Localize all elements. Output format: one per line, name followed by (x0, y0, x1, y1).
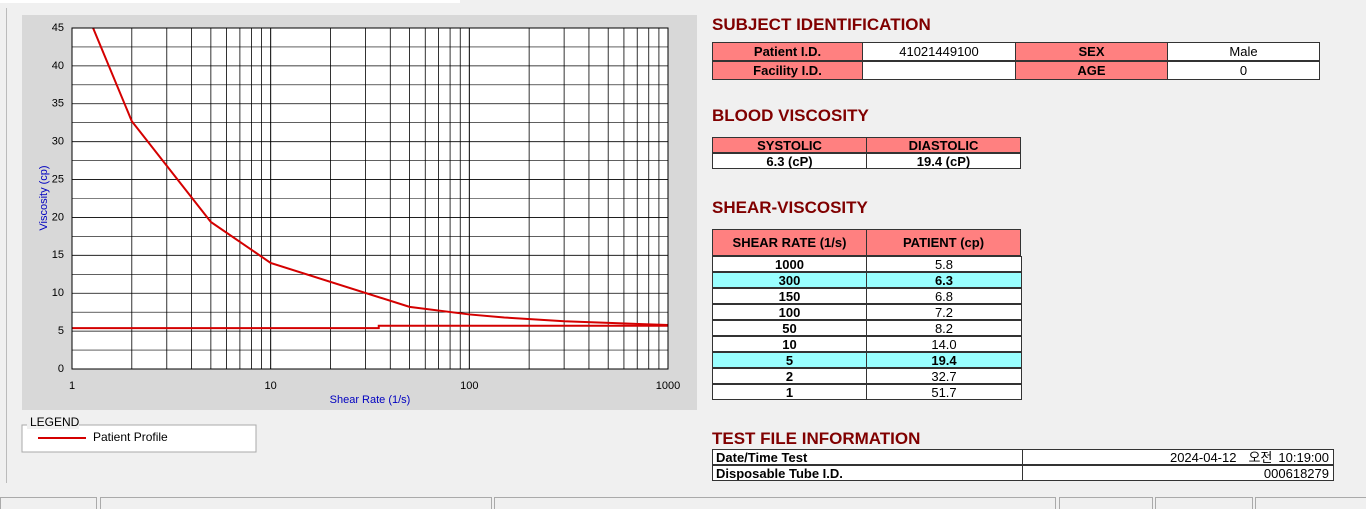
patient-cell: 19.4 (866, 352, 1022, 368)
patient-cell: 5.8 (866, 256, 1022, 272)
patient-cell: 6.8 (866, 288, 1022, 304)
data-line (92, 28, 668, 327)
rate-cell: 1000 (712, 256, 867, 272)
value-cell: Male (1167, 42, 1320, 61)
label-cell: Date/Time Test (712, 449, 1023, 465)
status-segment (1155, 497, 1253, 509)
header-cell: SYSTOLIC (712, 137, 867, 153)
section-title: BLOOD VISCOSITY (712, 106, 869, 125)
value-cell (862, 61, 1016, 80)
value-cell: 000618279 (1022, 465, 1334, 481)
patient-cell: 32.7 (866, 368, 1022, 384)
x-tick-label: 1 (69, 380, 75, 392)
panel-border (6, 8, 707, 483)
y-tick-label: 10 (52, 287, 64, 299)
header-cell: SHEAR RATE (1/s) (712, 229, 867, 256)
legend-title: LEGEND (30, 415, 80, 429)
y-tick-label: 45 (52, 22, 64, 34)
y-tick-label: 20 (52, 211, 64, 223)
status-segment (494, 497, 1056, 509)
y-tick-label: 30 (52, 136, 64, 148)
section-title: SUBJECT IDENTIFICATION (712, 15, 931, 34)
header-cell: PATIENT (cp) (866, 229, 1021, 256)
rate-cell: 300 (712, 272, 867, 288)
data-line (72, 324, 668, 330)
patient-cell: 14.0 (866, 336, 1022, 352)
y-tick-label: 0 (58, 363, 64, 375)
y-tick-label: 5 (58, 325, 64, 337)
rate-cell: 10 (712, 336, 867, 352)
rate-cell: 2 (712, 368, 867, 384)
legend-label: Patient Profile (93, 430, 168, 444)
x-tick-label: 100 (460, 380, 478, 392)
header-cell: DIASTOLIC (866, 137, 1021, 153)
status-segment (1059, 497, 1153, 509)
x-tick-label: 10 (265, 380, 277, 392)
date-part: 오전 (1248, 450, 1273, 465)
patient-cell: 8.2 (866, 320, 1022, 336)
label-cell: Patient I.D. (712, 42, 863, 61)
legend-title-bg (27, 417, 79, 429)
rate-cell: 100 (712, 304, 867, 320)
patient-cell: 6.3 (866, 272, 1022, 288)
x-axis-label: Shear Rate (1/s) (330, 394, 411, 406)
y-axis-label: Viscosity (cp) (38, 165, 50, 230)
value-cell: 6.3 (cP) (712, 153, 867, 169)
label-cell: AGE (1015, 61, 1168, 80)
label-cell: SEX (1015, 42, 1168, 61)
y-tick-label: 40 (52, 60, 64, 72)
rate-cell: 5 (712, 352, 867, 368)
status-segment (1255, 497, 1366, 509)
rate-cell: 1 (712, 384, 867, 400)
value-cell: 41021449100 (862, 42, 1016, 61)
y-tick-label: 35 (52, 98, 64, 110)
value-cell: 2024-04-12 오전 10:19:00 (1022, 449, 1334, 465)
chart: Shear Rate (1/s) Viscosity (cp) LEGEND P… (21, 15, 697, 453)
status-segment (100, 497, 492, 509)
section-title: SHEAR-VISCOSITY (712, 198, 868, 217)
value-cell: 19.4 (cP) (866, 153, 1021, 169)
date-part: 2024-04-12 (1169, 450, 1237, 465)
top-bar (0, 0, 460, 3)
date-part: 10:19:00 (1278, 450, 1329, 465)
rate-cell: 50 (712, 320, 867, 336)
y-tick-label: 15 (52, 249, 64, 261)
y-tick-label: 25 (52, 173, 64, 185)
label-cell: Disposable Tube I.D. (712, 465, 1023, 481)
plot-frame (71, 27, 669, 370)
patient-cell: 7.2 (866, 304, 1022, 320)
status-segment (0, 497, 97, 509)
value-cell: 0 (1167, 61, 1320, 80)
rate-cell: 150 (712, 288, 867, 304)
x-tick-label: 1000 (656, 380, 680, 392)
label-cell: Facility I.D. (712, 61, 863, 80)
section-title: TEST FILE INFORMATION (712, 429, 921, 448)
patient-cell: 51.7 (866, 384, 1022, 400)
